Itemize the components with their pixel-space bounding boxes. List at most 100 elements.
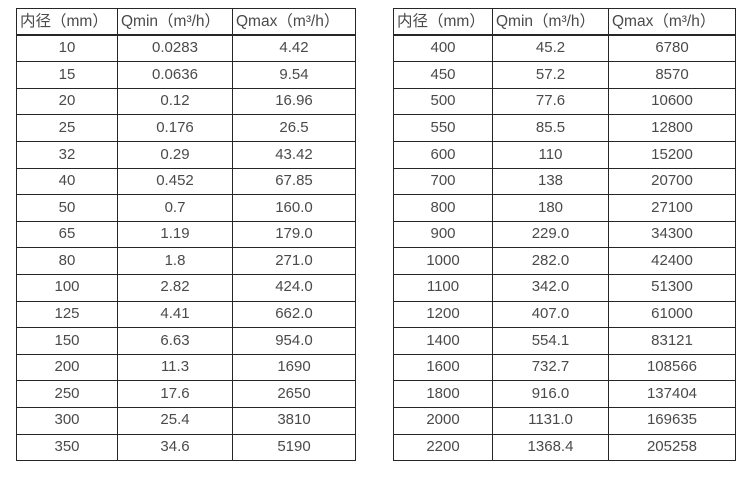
table-row: 20 0.12 16.96 (16, 87, 356, 116)
data-cell: 300 (16, 406, 118, 435)
data-cell: 8570 (608, 61, 736, 89)
data-cell: 0.0283 (117, 34, 233, 63)
table-row: 500 77.6 10600 (393, 87, 736, 116)
table-row: 80 1.8 271.0 (16, 247, 356, 275)
table-row: 10 0.0283 4.42 (16, 34, 356, 63)
header-row: 内径（mm） Qmin（m³/h） Qmax（m³/h） (16, 8, 356, 37)
data-cell: 9.54 (232, 61, 356, 89)
data-cell: 1200 (393, 300, 493, 329)
data-cell: 0.176 (117, 114, 233, 142)
column-header: Qmax（m³/h） (232, 8, 356, 37)
table-row: 800 180 27100 (393, 194, 736, 222)
data-cell: 20700 (608, 167, 736, 196)
data-cell: 5190 (232, 433, 356, 462)
column-header: Qmin（m³/h） (117, 8, 233, 37)
header-row: 内径（mm） Qmin（m³/h） Qmax（m³/h） (393, 8, 736, 37)
data-cell: 229.0 (492, 220, 609, 249)
data-cell: 138 (492, 167, 609, 196)
data-cell: 0.29 (117, 140, 233, 169)
table-row: 1100 342.0 51300 (393, 273, 736, 302)
column-header: Qmax（m³/h） (608, 8, 736, 37)
data-cell: 662.0 (232, 300, 356, 329)
data-cell: 12800 (608, 114, 736, 142)
data-cell: 57.2 (492, 61, 609, 89)
data-cell: 27100 (608, 194, 736, 222)
data-cell: 179.0 (232, 220, 356, 249)
data-cell: 17.6 (117, 380, 233, 408)
data-cell: 150 (16, 327, 118, 355)
data-cell: 43.42 (232, 140, 356, 169)
data-cell: 1100 (393, 273, 493, 302)
data-cell: 67.85 (232, 167, 356, 196)
data-cell: 6.63 (117, 327, 233, 355)
data-cell: 400 (393, 34, 493, 63)
data-cell: 0.0636 (117, 61, 233, 89)
data-cell: 407.0 (492, 300, 609, 329)
data-cell: 2200 (393, 433, 493, 462)
table-row: 65 1.19 179.0 (16, 220, 356, 249)
data-cell: 4.41 (117, 300, 233, 329)
data-cell: 15200 (608, 140, 736, 169)
table-row: 1600 732.7 108566 (393, 353, 736, 382)
table-body: 400 45.2 6780 450 57.2 8570 500 77.6 10600 550 85.… (393, 34, 736, 462)
data-cell: 10 (16, 34, 118, 63)
table-row: 1200 407.0 61000 (393, 300, 736, 329)
table-row: 550 85.5 12800 (393, 114, 736, 142)
data-cell: 32 (16, 140, 118, 169)
flow-spec-table-large-diameters: 内径（mm） Qmin（m³/h） Qmax（m³/h） 400 45.2 6780 45… (393, 8, 736, 462)
data-cell: 2000 (393, 406, 493, 435)
data-cell: 100 (16, 273, 118, 302)
data-cell: 83121 (608, 327, 736, 355)
data-cell: 424.0 (232, 273, 356, 302)
data-cell: 108566 (608, 353, 736, 382)
data-cell: 25 (16, 114, 118, 142)
table-row: 15 0.0636 9.54 (16, 61, 356, 89)
data-cell: 2650 (232, 380, 356, 408)
data-cell: 61000 (608, 300, 736, 329)
table-row: 2200 1368.4 205258 (393, 433, 736, 462)
table-row: 100 2.82 424.0 (16, 273, 356, 302)
data-cell: 205258 (608, 433, 736, 462)
data-cell: 2.82 (117, 273, 233, 302)
data-cell: 282.0 (492, 247, 609, 275)
data-cell: 0.12 (117, 87, 233, 116)
data-cell: 350 (16, 433, 118, 462)
table-body: 10 0.0283 4.42 15 0.0636 9.54 20 0.12 16.96 25 0.1… (16, 34, 356, 462)
table-row: 25 0.176 26.5 (16, 114, 356, 142)
data-cell: 16.96 (232, 87, 356, 116)
table-row: 200 11.3 1690 (16, 353, 356, 382)
data-cell: 50 (16, 194, 118, 222)
data-cell: 65 (16, 220, 118, 249)
data-cell: 450 (393, 61, 493, 89)
data-cell: 0.7 (117, 194, 233, 222)
data-cell: 25.4 (117, 406, 233, 435)
data-cell: 180 (492, 194, 609, 222)
data-cell: 1131.0 (492, 406, 609, 435)
data-cell: 342.0 (492, 273, 609, 302)
table-row: 40 0.452 67.85 (16, 167, 356, 196)
data-cell: 916.0 (492, 380, 609, 408)
flow-spec-table-small-diameters: 内径（mm） Qmin（m³/h） Qmax（m³/h） 10 0.0283 4.42 1… (16, 8, 356, 462)
table-row: 125 4.41 662.0 (16, 300, 356, 329)
data-cell: 1.19 (117, 220, 233, 249)
table-row: 32 0.29 43.42 (16, 140, 356, 169)
table-row: 700 138 20700 (393, 167, 736, 196)
data-cell: 1400 (393, 327, 493, 355)
data-cell: 20 (16, 87, 118, 116)
data-cell: 4.42 (232, 34, 356, 63)
data-cell: 500 (393, 87, 493, 116)
data-cell: 550 (393, 114, 493, 142)
data-cell: 271.0 (232, 247, 356, 275)
data-cell: 954.0 (232, 327, 356, 355)
table-row: 400 45.2 6780 (393, 34, 736, 63)
table-row: 150 6.63 954.0 (16, 327, 356, 355)
data-cell: 1690 (232, 353, 356, 382)
table-row: 450 57.2 8570 (393, 61, 736, 89)
data-cell: 6780 (608, 34, 736, 63)
data-cell: 1800 (393, 380, 493, 408)
data-cell: 700 (393, 167, 493, 196)
data-cell: 45.2 (492, 34, 609, 63)
data-cell: 11.3 (117, 353, 233, 382)
data-cell: 34.6 (117, 433, 233, 462)
